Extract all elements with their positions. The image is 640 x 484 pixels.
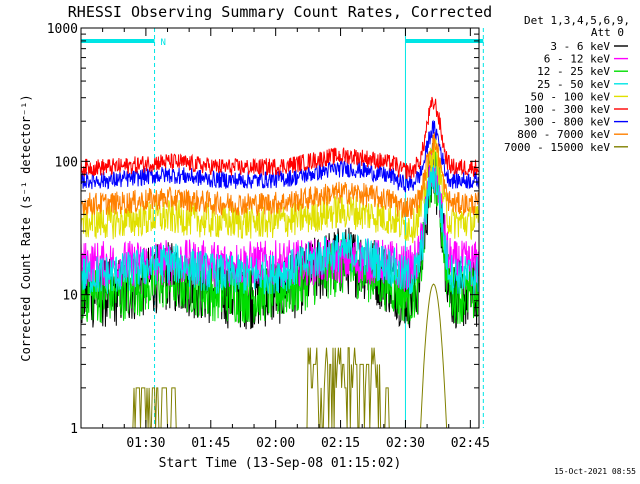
plot-frame	[80, 27, 480, 429]
legend-header: Att 0	[591, 26, 624, 39]
flag-label: N	[161, 38, 166, 48]
x-tick-label: 02:30	[386, 436, 425, 451]
legend-entry-label: 300 - 800 keV	[524, 116, 610, 129]
legend-entry-label: 7000 - 15000 keV	[504, 141, 610, 154]
legend-entry-label: 12 - 25 keV	[537, 65, 610, 78]
timestamp: 15-Oct-2021 08:55	[554, 467, 636, 476]
series-line-50-100-kev	[80, 135, 480, 244]
y-tick-label: 1000	[47, 22, 78, 37]
legend-entry-label: 100 - 300 keV	[524, 103, 610, 116]
y-tick-label: 10	[62, 289, 78, 304]
series-line-300-800-kev	[80, 119, 480, 193]
legend-header: Det 1,3,4,5,6,9,	[524, 14, 630, 27]
y-tick-label: 100	[55, 155, 78, 170]
series-line-100-300-kev	[80, 96, 479, 179]
x-tick-label: 01:45	[191, 436, 230, 451]
series-line-12-25-kev	[80, 147, 480, 325]
chart-title: RHESSI Observing Summary Count Rates, Co…	[68, 3, 492, 21]
plot-area: N	[80, 28, 484, 429]
series-line-800-7000-kev	[80, 131, 480, 220]
legend-entry-label: 50 - 100 keV	[531, 90, 611, 103]
x-tick-label: 02:00	[256, 436, 295, 451]
legend-entry-label: 6 - 12 keV	[544, 53, 611, 66]
y-axis-label: Corrected Count Rate (s⁻¹ detector⁻¹)	[19, 94, 33, 361]
series-line-25-50-kev	[80, 159, 480, 295]
x-axis-label: Start Time (13-Sep-08 01:15:02)	[159, 456, 402, 471]
axes: 01:30 01:45 02:00 02:15 02:30 02:45 1 10 100 1000	[47, 22, 490, 451]
legend-entry-label: 3 - 6 keV	[550, 40, 610, 53]
legend-entry-label: 800 - 7000 keV	[517, 128, 610, 141]
x-tick-label: 02:45	[451, 436, 490, 451]
legend-entry-label: 25 - 50 keV	[537, 78, 610, 91]
y-tick-label: 1	[70, 422, 78, 437]
x-tick-label: 01:30	[126, 436, 165, 451]
x-tick-label: 02:15	[321, 436, 360, 451]
